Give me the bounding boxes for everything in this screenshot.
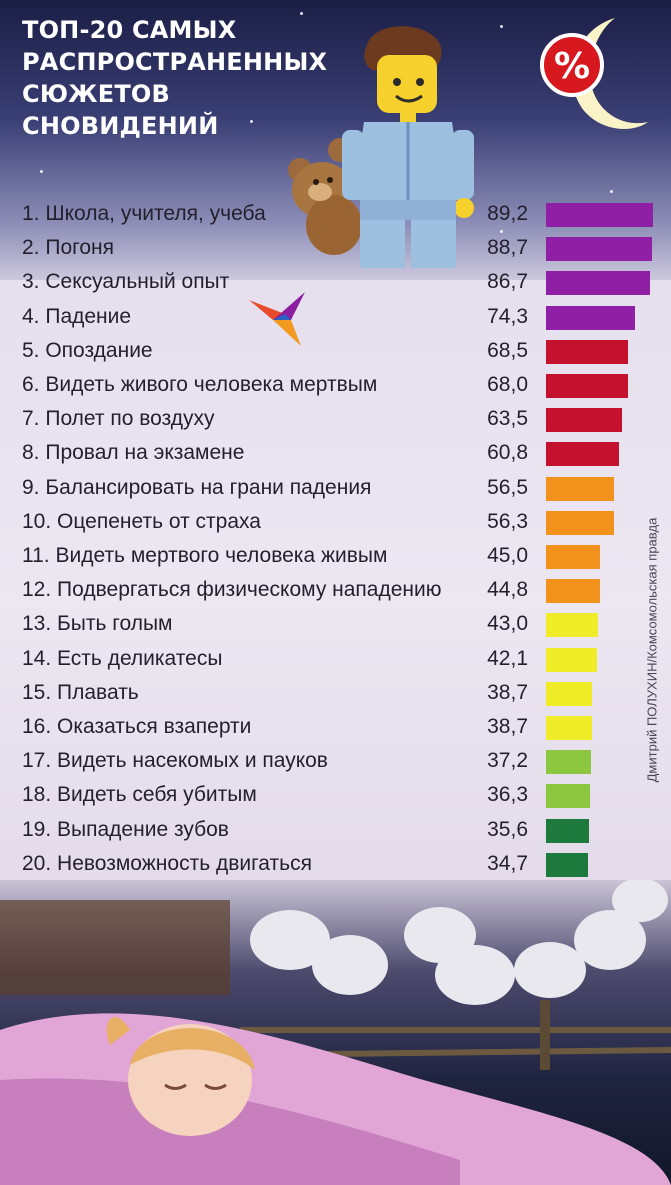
bar-value-label: 89,2 [487, 202, 528, 225]
bar-label: 8. Провал на экзамене [22, 441, 245, 464]
bar-label: 5. Опоздание [22, 339, 153, 362]
percent-logo-icon: % [540, 33, 604, 97]
bar-value-label: 36,3 [487, 783, 528, 806]
bar [546, 477, 614, 501]
bar-label: 19. Выпадение зубов [22, 818, 229, 841]
bar [546, 306, 635, 330]
bar-label: 1. Школа, учителя, учеба [22, 202, 266, 225]
bar-value-label: 56,3 [487, 510, 528, 533]
bar-value-label: 37,2 [487, 749, 528, 772]
bar [546, 784, 590, 808]
sheep-icon [250, 880, 668, 1005]
bar-label: 2. Погоня [22, 236, 114, 259]
bar [546, 853, 588, 877]
bar-value-label: 38,7 [487, 715, 528, 738]
bar [546, 271, 650, 295]
bar-label: 13. Быть голым [22, 612, 173, 635]
title-line: ТОП-20 САМЫХ [22, 16, 237, 44]
title-line: СЮЖЕТОВ [22, 80, 171, 108]
bar [546, 408, 622, 432]
sleeping-girl-icon [0, 1013, 671, 1185]
bar [546, 750, 591, 774]
bar [546, 340, 628, 364]
title-line: СНОВИДЕНИЙ [22, 112, 219, 140]
bar-value-label: 60,8 [487, 441, 528, 464]
bar-label: 12. Подвергаться физическому нападению [22, 578, 442, 601]
bird-logo-icon [249, 292, 305, 346]
bedtime-scene [0, 880, 671, 1185]
bar-label: 6. Видеть живого человека мертвым [22, 373, 378, 396]
bar-value-label: 35,6 [487, 818, 528, 841]
bar-label: 9. Балансировать на грани падения [22, 476, 372, 499]
bar [546, 579, 600, 603]
bar-label: 18. Видеть себя убитым [22, 783, 257, 806]
bar [546, 442, 619, 466]
photo-credit: Дмитрий ПОЛУХИН/Комсомольская правда [644, 517, 660, 783]
bar [546, 511, 614, 535]
bar-value-label: 68,5 [487, 339, 528, 362]
bar-value-label: 68,0 [487, 373, 528, 396]
bar-value-label: 43,0 [487, 612, 528, 635]
bar-label: 4. Падение [22, 305, 132, 328]
title-line: РАСПРОСТРАНЕННЫХ [22, 48, 328, 76]
bar-label: 16. Оказаться взаперти [22, 715, 252, 738]
bar-value-label: 38,7 [487, 681, 528, 704]
bar-label: 11. Видеть мертвого человека живым [22, 544, 388, 567]
page-title: ТОП-20 САМЫХ РАСПРОСТРАНЕННЫХ СЮЖЕТОВ СН… [22, 14, 352, 142]
bar-value-label: 44,8 [487, 578, 528, 601]
bar-label: 10. Оцепенеть от страха [22, 510, 261, 533]
logo-text: % [554, 46, 590, 87]
bar [546, 203, 653, 227]
bar-label: 3. Сексуальный опыт [22, 270, 230, 293]
bar [546, 374, 628, 398]
bar-value-label: 56,5 [487, 476, 528, 499]
bar-value-label: 74,3 [487, 305, 528, 328]
bar [546, 237, 652, 261]
bar-label: 14. Есть деликатесы [22, 647, 223, 670]
bar-label: 17. Видеть насекомых и пауков [22, 749, 328, 772]
moon-percent-logo: % [540, 18, 648, 129]
bar-value-label: 86,7 [487, 270, 528, 293]
bar [546, 716, 592, 740]
bar-value-label: 63,5 [487, 407, 528, 430]
bar-value-label: 42,1 [487, 647, 528, 670]
bar [546, 648, 597, 672]
bar-label: 20. Невозможность двигаться [22, 852, 312, 875]
bar-label: 15. Плавать [22, 681, 139, 704]
bar-value-label: 34,7 [487, 852, 528, 875]
bar [546, 819, 589, 843]
bar-value-label: 88,7 [487, 236, 528, 259]
bar-label: 7. Полет по воздуху [22, 407, 215, 430]
bar [546, 682, 592, 706]
bar-value-label: 45,0 [487, 544, 528, 567]
bar [546, 613, 598, 637]
bar [546, 545, 600, 569]
lego-figure-icon [288, 26, 474, 268]
